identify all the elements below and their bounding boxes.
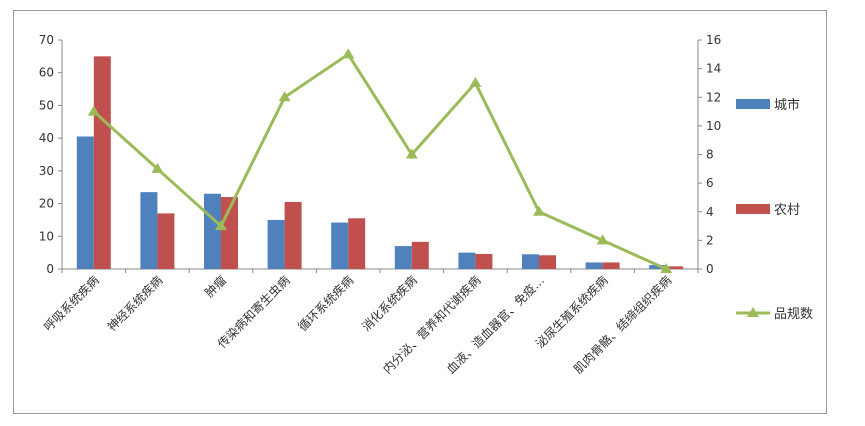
bar-rural-7 xyxy=(539,255,556,269)
right-tick-label: 0 xyxy=(706,262,714,276)
right-tick-label: 6 xyxy=(706,176,714,190)
bar-city-6 xyxy=(458,252,476,269)
right-tick-label: 4 xyxy=(706,205,714,219)
line-marker-3 xyxy=(278,91,291,102)
bar-rural-1 xyxy=(157,213,175,269)
category-label: 神经系统疾病 xyxy=(104,273,166,335)
left-tick-label: 50 xyxy=(39,98,54,112)
bar-rural-6 xyxy=(475,253,493,269)
category-label: 循环系统疾病 xyxy=(295,273,357,335)
bar-rural-4 xyxy=(348,218,366,269)
bar-city-2 xyxy=(204,193,221,269)
legend-swatch-0 xyxy=(736,99,770,109)
line-marker-9 xyxy=(660,263,673,273)
left-tick-label: 20 xyxy=(39,197,54,211)
bar-city-1 xyxy=(140,192,158,269)
bar-rural-3 xyxy=(284,201,302,269)
left-tick-label: 40 xyxy=(39,131,54,145)
legend-label-1: 农村 xyxy=(774,203,800,218)
bar-rural-8 xyxy=(602,262,620,269)
category-label: 肿瘤 xyxy=(202,273,230,301)
line-marker-6 xyxy=(469,76,482,87)
line-marker-5 xyxy=(405,148,418,159)
line-marker-2 xyxy=(215,220,227,231)
line-marker-1 xyxy=(151,162,164,173)
line-marker-0 xyxy=(87,105,100,116)
right-tick-label: 14 xyxy=(706,62,721,76)
right-tick-label: 2 xyxy=(706,233,714,247)
bar-city-4 xyxy=(331,222,349,269)
left-tick-label: 30 xyxy=(39,164,54,178)
line-series xyxy=(92,52,667,271)
right-tick-label: 10 xyxy=(706,119,721,133)
bar-city-8 xyxy=(585,262,603,269)
right-tick-label: 12 xyxy=(706,90,721,104)
bar-city-5 xyxy=(394,246,412,269)
line-marker-4 xyxy=(342,48,355,59)
legend-label-2: 品规数 xyxy=(774,307,813,322)
bar-city-7 xyxy=(522,254,539,269)
bar-rural-5 xyxy=(411,241,429,269)
line-marker-7 xyxy=(533,205,545,216)
chart-frame: 0 10 20 30 40 50 60 70 0 2 4 6 8 10 12 14 16 呼吸系统疾病 神经系统疾… xyxy=(13,10,827,414)
category-label: 呼吸系统疾病 xyxy=(40,273,102,335)
legend-swatch-1 xyxy=(736,204,770,214)
left-tick-label: 0 xyxy=(46,262,54,276)
legend-label-0: 城市 xyxy=(774,97,800,113)
bar-rural-9 xyxy=(666,266,684,269)
left-tick-label: 60 xyxy=(39,66,54,80)
bar-city-9 xyxy=(649,265,667,269)
bar-rural-0 xyxy=(93,56,111,269)
legend-marker-2 xyxy=(747,307,759,317)
bar-city-3 xyxy=(267,219,285,269)
left-tick-label: 70 xyxy=(39,33,54,47)
category-label: 消化系统疾病 xyxy=(358,273,420,335)
right-tick-label: 8 xyxy=(706,148,714,162)
line-marker-8 xyxy=(596,234,609,245)
combo-chart: 0 10 20 30 40 50 60 70 0 2 4 6 8 10 12 14 16 呼吸系统疾病 神经系统疾… xyxy=(39,33,813,376)
bar-city-0 xyxy=(76,136,94,269)
left-tick-label: 10 xyxy=(39,229,54,243)
right-tick-label: 16 xyxy=(706,33,721,47)
